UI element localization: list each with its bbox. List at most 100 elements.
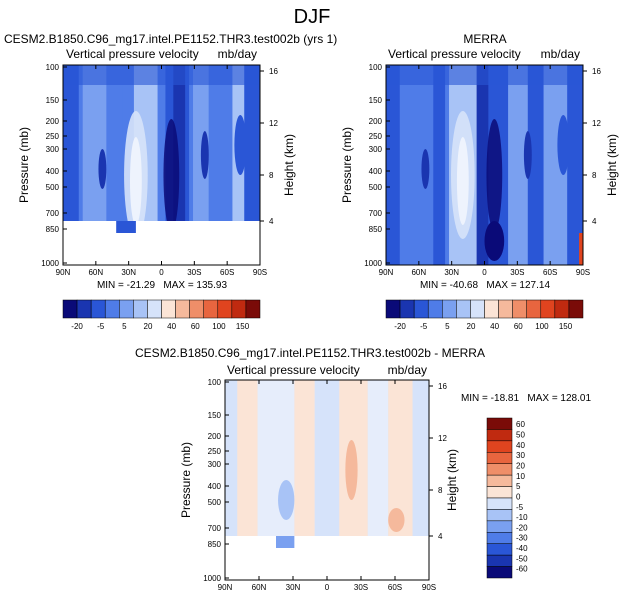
- x-tick-label: 90S: [422, 583, 436, 592]
- contour-cell: [557, 115, 570, 175]
- colorbar-swatch: [90, 299, 106, 319]
- y-tick-label: 1000: [364, 259, 382, 268]
- panel-title: CESM2.B1850.C96_mg17.intel.PE1152.THR3.t…: [135, 346, 485, 360]
- y-tick-label: 250: [46, 132, 60, 141]
- colorbar-swatch: [456, 299, 471, 319]
- y-tick-label: 500: [46, 183, 60, 192]
- colorbar-swatch: [413, 299, 429, 319]
- contour-cell: [278, 480, 295, 520]
- contour-band: [527, 65, 544, 265]
- contour-band: [82, 65, 107, 265]
- y-tick-label: 300: [208, 460, 222, 469]
- y-tick-label: 700: [46, 209, 60, 218]
- contour-band: [244, 65, 260, 265]
- colorbar-label: 0: [516, 492, 521, 501]
- y-tick-label: 200: [369, 117, 383, 126]
- y-tick-label: 500: [369, 183, 383, 192]
- contour-cell: [523, 131, 532, 179]
- colorbar-swatch: [486, 509, 513, 522]
- colorbar-swatch: [245, 299, 261, 319]
- y-tick-label: 400: [208, 482, 222, 491]
- colorbar-swatch: [486, 532, 513, 544]
- panel-title: CESM2.B1850.C96_mg17.intel.PE1152.THR3.t…: [4, 32, 337, 46]
- below-ground-mask: [63, 221, 260, 265]
- colorbar-swatch: [486, 440, 513, 453]
- y-tick-label: 700: [369, 209, 383, 218]
- y2-tick-label: 4: [438, 532, 443, 541]
- colorbar-swatch: [147, 299, 162, 319]
- colorbar-label: 60: [191, 322, 200, 331]
- colorbar-swatch: [399, 299, 415, 319]
- y-tick-label: 400: [369, 167, 383, 176]
- y2-tick-label: 12: [269, 119, 278, 128]
- y-tick-label: 100: [46, 63, 60, 72]
- colorbar-label: 40: [516, 441, 525, 450]
- colorbar-label: -30: [516, 534, 528, 543]
- colorbar-swatch: [470, 299, 485, 319]
- panel-right-label: mb/day: [541, 47, 580, 61]
- y-tick-label: 200: [46, 117, 60, 126]
- panel-title: MERRA: [463, 32, 506, 46]
- x-tick-label: 30N: [286, 583, 301, 592]
- panel-right-label: mb/day: [218, 47, 257, 61]
- contour-band: [508, 65, 528, 265]
- contour-cell: [579, 233, 583, 265]
- colorbar-label: 100: [535, 322, 549, 331]
- colorbar-swatch: [554, 299, 570, 319]
- contour-band: [63, 65, 79, 265]
- y2-tick-label: 12: [438, 434, 447, 443]
- x-tick-label: 30S: [510, 268, 524, 277]
- panel-right-label: mb/day: [388, 363, 427, 377]
- y-axis-label: Pressure (mb): [340, 127, 354, 203]
- colorbar-label: -50: [516, 554, 528, 563]
- x-tick-label: 90N: [379, 268, 394, 277]
- contour-band: [294, 380, 315, 580]
- y-tick-label: 300: [369, 145, 383, 154]
- x-tick-label: 90N: [56, 268, 71, 277]
- axes: 90N 60N 30N 0 30S 60S 90S 100 150 200 250 300 400 500…: [364, 63, 601, 277]
- contour-cell: [129, 137, 142, 225]
- y2-tick-label: 16: [592, 67, 601, 76]
- colorbar-swatch: [486, 452, 513, 464]
- colorbar-label: 60: [516, 420, 525, 429]
- x-tick-label: 60S: [220, 268, 234, 277]
- colorbar-swatch: [175, 299, 190, 319]
- colorbar-swatch: [486, 463, 513, 476]
- panel-left-label: Vertical pressure velocity: [66, 47, 199, 61]
- y2-tick-label: 16: [269, 67, 278, 76]
- colorbar-label: 10: [516, 472, 525, 481]
- contour-cell: [388, 508, 405, 532]
- colorbar: -20 -5 5 20 40 60 100 150: [62, 299, 261, 331]
- colorbar-swatch: [486, 520, 513, 533]
- y2-tick-label: 8: [592, 171, 597, 180]
- contour-cell: [98, 149, 107, 189]
- colorbar-swatch: [119, 299, 134, 319]
- y2-tick-label: 4: [269, 217, 274, 226]
- colorbar-swatch: [203, 299, 219, 319]
- colorbar-label: -20: [516, 523, 528, 532]
- colorbar-swatch: [486, 554, 513, 567]
- contour-band: [543, 65, 568, 265]
- x-tick-label: 30N: [444, 268, 459, 277]
- colorbar-label: 50: [516, 431, 525, 440]
- x-tick-label: 60S: [388, 583, 402, 592]
- x-tick-label: 30S: [354, 583, 368, 592]
- below-ground-mask: [225, 536, 429, 580]
- colorbar-swatch: [486, 566, 513, 579]
- colorbar-label: -5: [97, 322, 105, 331]
- x-tick-label: 60S: [543, 268, 557, 277]
- y-tick-label: 200: [208, 432, 222, 441]
- contour-field: [386, 65, 583, 265]
- contour-band: [412, 380, 429, 580]
- colorbar-label: -10: [516, 513, 528, 522]
- contour-cell: [456, 137, 469, 225]
- colorbar-swatch: [385, 299, 401, 319]
- colorbar-swatch: [217, 299, 233, 319]
- colorbar-label: 40: [167, 322, 176, 331]
- colorbar-label: 20: [467, 322, 476, 331]
- panel-left-label: Vertical pressure velocity: [227, 363, 360, 377]
- colorbar-swatch: [427, 299, 443, 319]
- contour-band: [276, 536, 295, 548]
